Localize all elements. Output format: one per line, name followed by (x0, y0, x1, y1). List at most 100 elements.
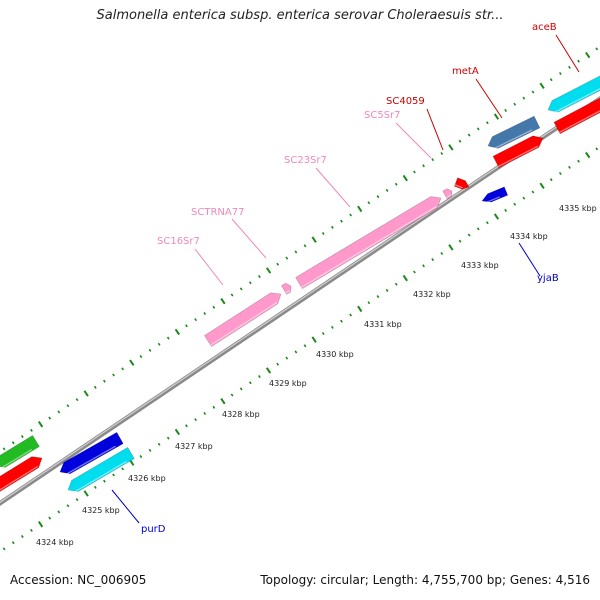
callout-SC5Sr7 (395, 122, 432, 159)
tick-mark (11, 441, 15, 445)
scale-label: 4325 kbp (82, 506, 120, 515)
tick-mark (139, 455, 143, 459)
tick-mark (93, 385, 97, 389)
feature-track (0, 72, 600, 495)
tick-mark (194, 318, 197, 322)
tick-mark (112, 473, 115, 477)
feature-left-green-highlight (0, 448, 33, 470)
genome-title: Salmonella enterica subsp. enterica sero… (96, 8, 504, 23)
tick-mark (595, 147, 599, 151)
tick-mark (394, 282, 398, 286)
tick-mark (321, 231, 325, 236)
tick-mark (294, 250, 298, 254)
tick-mark (340, 319, 343, 323)
gene-label-yjaB[interactable]: yjaB (537, 273, 559, 284)
feature-sctrna77-highlight (285, 290, 291, 294)
tick-mark (568, 65, 571, 69)
feature-sc-gene-steel[interactable] (487, 115, 541, 149)
tick-mark (493, 213, 500, 220)
gene-label-SC5Sr7[interactable]: SC5Sr7 (364, 110, 401, 121)
tick-mark (57, 410, 61, 414)
scale-label: 4331 kbp (364, 320, 402, 329)
tick-mark (37, 421, 44, 428)
feature-acea[interactable] (553, 97, 600, 135)
tick-mark (485, 121, 489, 125)
tick-mark (157, 442, 161, 446)
feature-left-green[interactable] (0, 435, 40, 468)
gene-label-aceB[interactable]: aceB (532, 22, 557, 33)
gene-label-SC23Sr7[interactable]: SC23Sr7 (284, 155, 327, 166)
tick-mark (20, 435, 24, 439)
tick-mark (413, 170, 416, 174)
tick-mark (48, 416, 52, 420)
tick-mark (303, 244, 307, 248)
tick-mark (340, 219, 343, 223)
tick-mark (577, 59, 580, 63)
tick-mark (330, 225, 334, 229)
tick-mark (349, 313, 352, 317)
feature-sc4059[interactable] (453, 177, 470, 190)
tick-mark (285, 256, 289, 260)
tick-mark (585, 51, 591, 59)
tick-mark (504, 208, 508, 212)
callout-purD (111, 489, 140, 524)
tick-mark (239, 287, 243, 291)
feature-purd-highlight (70, 460, 127, 495)
tick-mark (413, 270, 416, 274)
feature-sc23sr7-highlight (301, 205, 438, 288)
tick-mark (93, 485, 97, 489)
tick-mark (402, 174, 408, 182)
tick-mark (66, 404, 70, 408)
tick-mark (402, 274, 408, 282)
tick-mark (376, 295, 380, 299)
tick-mark (11, 541, 15, 545)
tick-mark (129, 359, 135, 366)
gene-label-SC4059[interactable]: SC4059 (386, 96, 425, 107)
feature-aceb-highlight (549, 88, 600, 116)
tick-mark (448, 144, 454, 151)
tick-mark (558, 171, 562, 176)
gene-label-SCTRNA77[interactable]: SCTRNA77 (191, 207, 244, 218)
tick-mark (103, 379, 106, 383)
feature-left-blue[interactable] (59, 431, 124, 475)
tick-mark (66, 504, 70, 508)
feature-acea-highlight (559, 110, 600, 134)
tick-mark (577, 159, 580, 163)
feature-meta[interactable] (492, 135, 544, 169)
feature-sc23sr7[interactable] (295, 196, 442, 289)
tick-mark (467, 133, 471, 137)
gene-label-metA[interactable]: metA (452, 66, 479, 77)
outer-tick-row (2, 47, 599, 451)
tick-mark (558, 71, 562, 76)
tick-mark (294, 350, 298, 354)
scale-label: 4329 kbp (269, 379, 307, 388)
feature-sctrna77[interactable] (281, 282, 292, 295)
tick-mark (440, 151, 444, 156)
tick-mark (467, 233, 471, 237)
tick-mark (166, 436, 170, 440)
tick-mark (522, 196, 526, 200)
feature-left-red[interactable] (0, 456, 43, 493)
tick-mark (248, 281, 252, 285)
tick-mark (549, 178, 553, 182)
tick-mark (83, 490, 89, 497)
feature-aceb[interactable] (547, 72, 600, 113)
tick-mark (568, 165, 571, 169)
tick-mark (376, 195, 380, 199)
tick-mark (103, 479, 106, 483)
tick-mark (422, 264, 425, 268)
scale-label: 4324 kbp (36, 538, 74, 547)
tick-mark (258, 375, 261, 379)
gene-label-SC16Sr7[interactable]: SC16Sr7 (157, 236, 200, 247)
feature-sc16sr7[interactable] (204, 292, 282, 347)
tick-mark (230, 393, 234, 397)
tick-mark (220, 397, 226, 405)
tick-mark (431, 158, 435, 162)
feature-yjab[interactable] (481, 186, 509, 203)
tick-mark (248, 381, 252, 385)
feature-sc5sr7[interactable] (442, 188, 453, 200)
tick-mark (185, 424, 188, 428)
gene-label-purD[interactable]: purD (141, 524, 166, 535)
feature-purd[interactable] (67, 446, 135, 492)
label-callouts (111, 34, 580, 524)
